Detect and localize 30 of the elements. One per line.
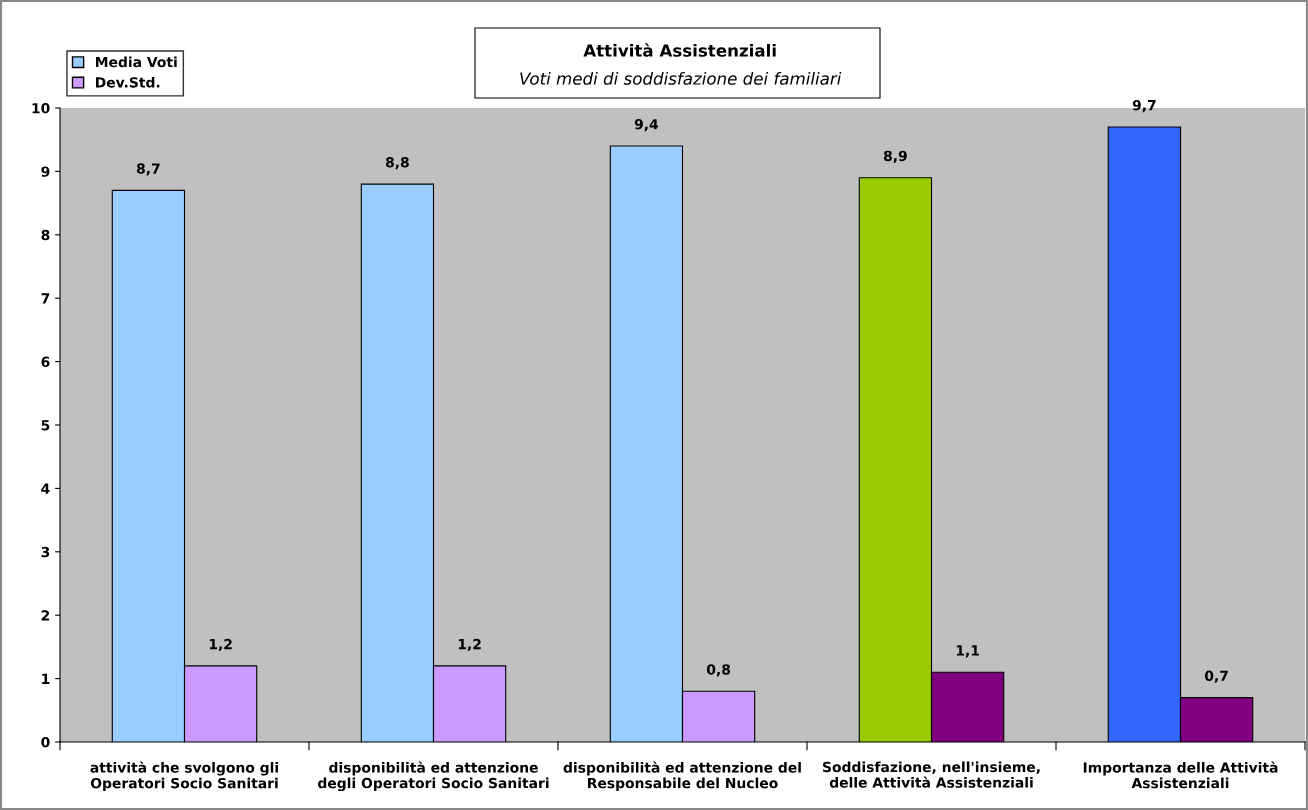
data-label: 9,7 (1132, 99, 1156, 113)
chart-title: Attività Assistenziali (583, 43, 776, 57)
x-tick-label: Soddisfazione, nell'insieme, delle Attività Assistenziali (822, 761, 1040, 788)
data-label: 0,7 (1204, 670, 1228, 683)
y-tick-label: 9 (41, 166, 50, 177)
data-label: 0,8 (706, 664, 731, 677)
x-tick-label: disponibilità ed attenzione del Responsabile del Nucleo (563, 761, 801, 791)
chart-subtitle: Voti medi di soddisfazione dei familiari (520, 71, 842, 85)
y-tick-label: 4 (41, 483, 50, 494)
y-tick-label: 10 (32, 102, 50, 114)
y-tick-label: 5 (41, 420, 50, 431)
data-label: 8,7 (136, 163, 160, 176)
x-tick-label: disponibilità ed attenzione degli Operatori Socio Sanitari (318, 761, 549, 792)
y-tick-label: 6 (41, 356, 50, 368)
y-tick-label: 0 (41, 736, 50, 748)
x-tick-label: attività che svolgono gli Operatori Socio Sanitari (90, 761, 278, 792)
data-label: 1,2 (458, 638, 481, 652)
y-tick-label: 1 (42, 673, 50, 684)
data-label: 9,4 (634, 118, 659, 132)
data-label: 8,8 (385, 156, 409, 170)
data-label: 1,2 (209, 638, 232, 652)
y-tick-label: 3 (41, 546, 50, 558)
y-tick-label: 8 (41, 229, 50, 241)
legend-label: Media Voti (96, 56, 177, 68)
x-tick-label: Importanza delle Attività Assistenziali (1083, 761, 1278, 789)
y-tick-label: 7 (41, 293, 50, 304)
y-tick-label: 2 (41, 610, 50, 621)
legend-label: Dev.Std. (96, 76, 160, 88)
data-label: 8,9 (883, 150, 907, 163)
data-label: 1,1 (956, 645, 979, 658)
